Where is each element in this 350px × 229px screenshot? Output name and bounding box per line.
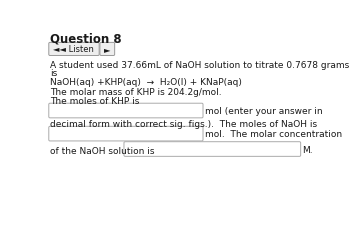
Text: decimal form with correct sig. figs.).  The moles of NaOH is: decimal form with correct sig. figs.). T… [50,120,317,128]
Text: mol.  The molar concentration: mol. The molar concentration [205,130,342,139]
Text: A student used 37.66mL of NaOH solution to titrate 0.7678 grams of KHP.  The mol: A student used 37.66mL of NaOH solution … [50,61,350,70]
FancyBboxPatch shape [100,43,115,56]
FancyBboxPatch shape [49,104,203,118]
Text: ►: ► [104,45,111,54]
Text: The moles of KHP is: The moles of KHP is [50,96,139,105]
Text: mol (enter your answer in: mol (enter your answer in [205,106,323,115]
Text: Question 8: Question 8 [50,32,121,45]
Text: NaOH(aq) +KHP(aq)  →  H₂O(l) + KNaP(aq): NaOH(aq) +KHP(aq) → H₂O(l) + KNaP(aq) [50,78,242,87]
Text: of the NaOH solution is: of the NaOH solution is [50,146,154,155]
Text: ◄◄ Listen: ◄◄ Listen [53,45,94,54]
FancyBboxPatch shape [124,142,301,157]
Text: M.: M. [302,145,313,154]
Text: The molar mass of KHP is 204.2g/mol.: The molar mass of KHP is 204.2g/mol. [50,87,222,96]
FancyBboxPatch shape [49,127,203,141]
Text: is: is [50,69,57,78]
FancyBboxPatch shape [49,43,99,56]
